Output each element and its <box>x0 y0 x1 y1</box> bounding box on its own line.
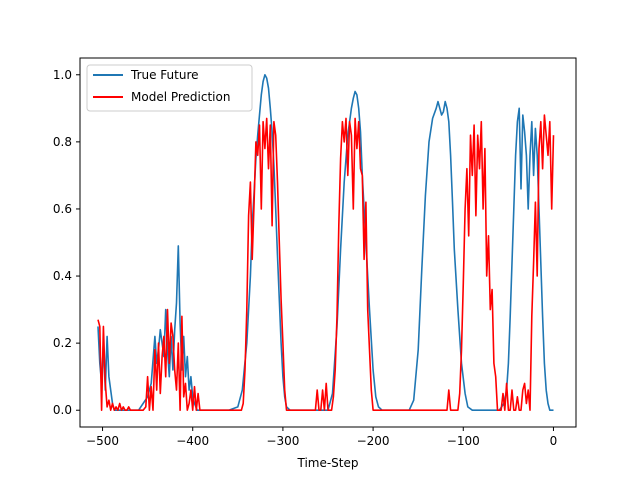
x-tick-label: −200 <box>357 434 390 448</box>
legend-label-true-future: True Future <box>130 68 199 82</box>
y-axis: 0.0 0.2 0.4 0.6 0.8 1.0 <box>53 68 80 417</box>
y-tick-label: 1.0 <box>53 68 72 82</box>
y-tick-label: 0.0 <box>53 403 72 417</box>
y-tick-label: 0.2 <box>53 336 72 350</box>
x-tick-label: −100 <box>447 434 480 448</box>
x-axis-label: Time-Step <box>296 456 358 470</box>
y-tick-label: 0.6 <box>53 202 72 216</box>
plot-area <box>79 57 577 428</box>
legend: True Future Model Prediction <box>86 64 253 112</box>
legend-label-model-prediction: Model Prediction <box>131 90 230 104</box>
x-tick-label: −400 <box>176 434 209 448</box>
x-axis: −500 −400 −300 −200 −100 0 <box>86 427 557 448</box>
x-tick-label: −300 <box>266 434 299 448</box>
plot-frame <box>79 57 577 428</box>
y-tick-label: 0.8 <box>53 135 72 149</box>
series-line-model-prediction <box>97 114 555 412</box>
x-tick-label: −500 <box>86 434 119 448</box>
y-tick-label: 0.4 <box>53 269 72 283</box>
x-tick-label: 0 <box>550 434 558 448</box>
